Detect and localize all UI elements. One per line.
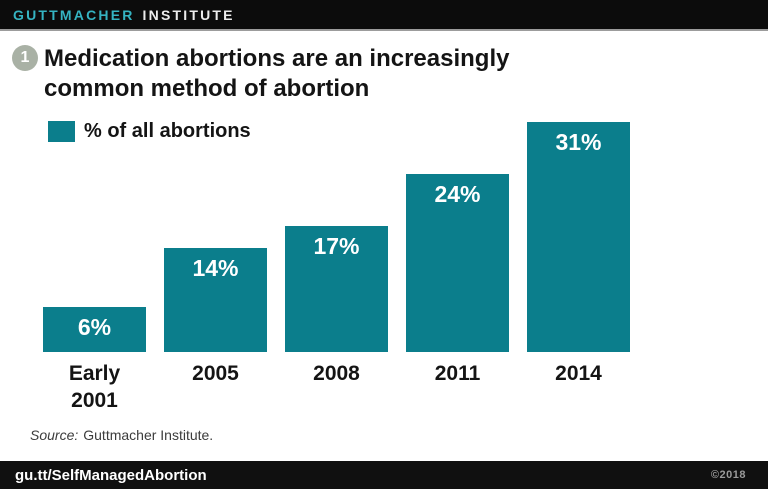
bar: 24% [406,174,509,352]
x-axis-label: 2014 [555,362,602,385]
bar-chart: 6% 14% 17% 24% 31% [43,115,630,352]
legend-label: % of all abortions [84,120,251,142]
legend-swatch [48,121,75,142]
footer-copyright: ©2018 [710,469,746,481]
x-axis-labels: Early 2001 2005 2008 2011 2014 [43,360,630,414]
footer-bar: gu.tt/SelfManagedAbortion ©2018 [0,461,768,489]
legend: % of all abortions [48,120,251,143]
source-note: Source: Guttmacher Institute. [30,427,213,443]
x-axis-label: 2011 [434,362,481,385]
source-text: Guttmacher Institute. [83,427,214,443]
brand-guttmacher: GUTTMACHER [13,6,135,23]
x-axis-label: Early 2001 [68,362,121,412]
footer-link[interactable]: gu.tt/SelfManagedAbortion [15,466,207,484]
bar: 17% [285,226,388,352]
bar-value-label: 17% [313,233,360,259]
bar-value-label: 14% [192,255,239,281]
x-axis-label: 2005 [192,362,239,385]
chart-title-line1: Medication abortions are an increasingly [44,45,510,72]
bar-value-label: 31% [555,129,602,155]
header-bar: GUTTMACHER INSTITUTE [0,0,768,31]
bar: 31% [527,122,630,352]
bar-value-label: 6% [77,314,112,340]
source-label: Source: [30,427,79,443]
figure-number-badge: 1 [12,45,38,71]
chart-title: Medication abortions are an increasingly… [44,44,509,104]
x-axis-label: 2008 [313,362,360,385]
bar-value-label: 24% [434,181,481,207]
bar: 6% [43,307,146,352]
bar: 14% [164,248,267,352]
brand-institute: INSTITUTE [142,6,235,23]
chart-title-line2: common method of abortion [44,75,370,102]
